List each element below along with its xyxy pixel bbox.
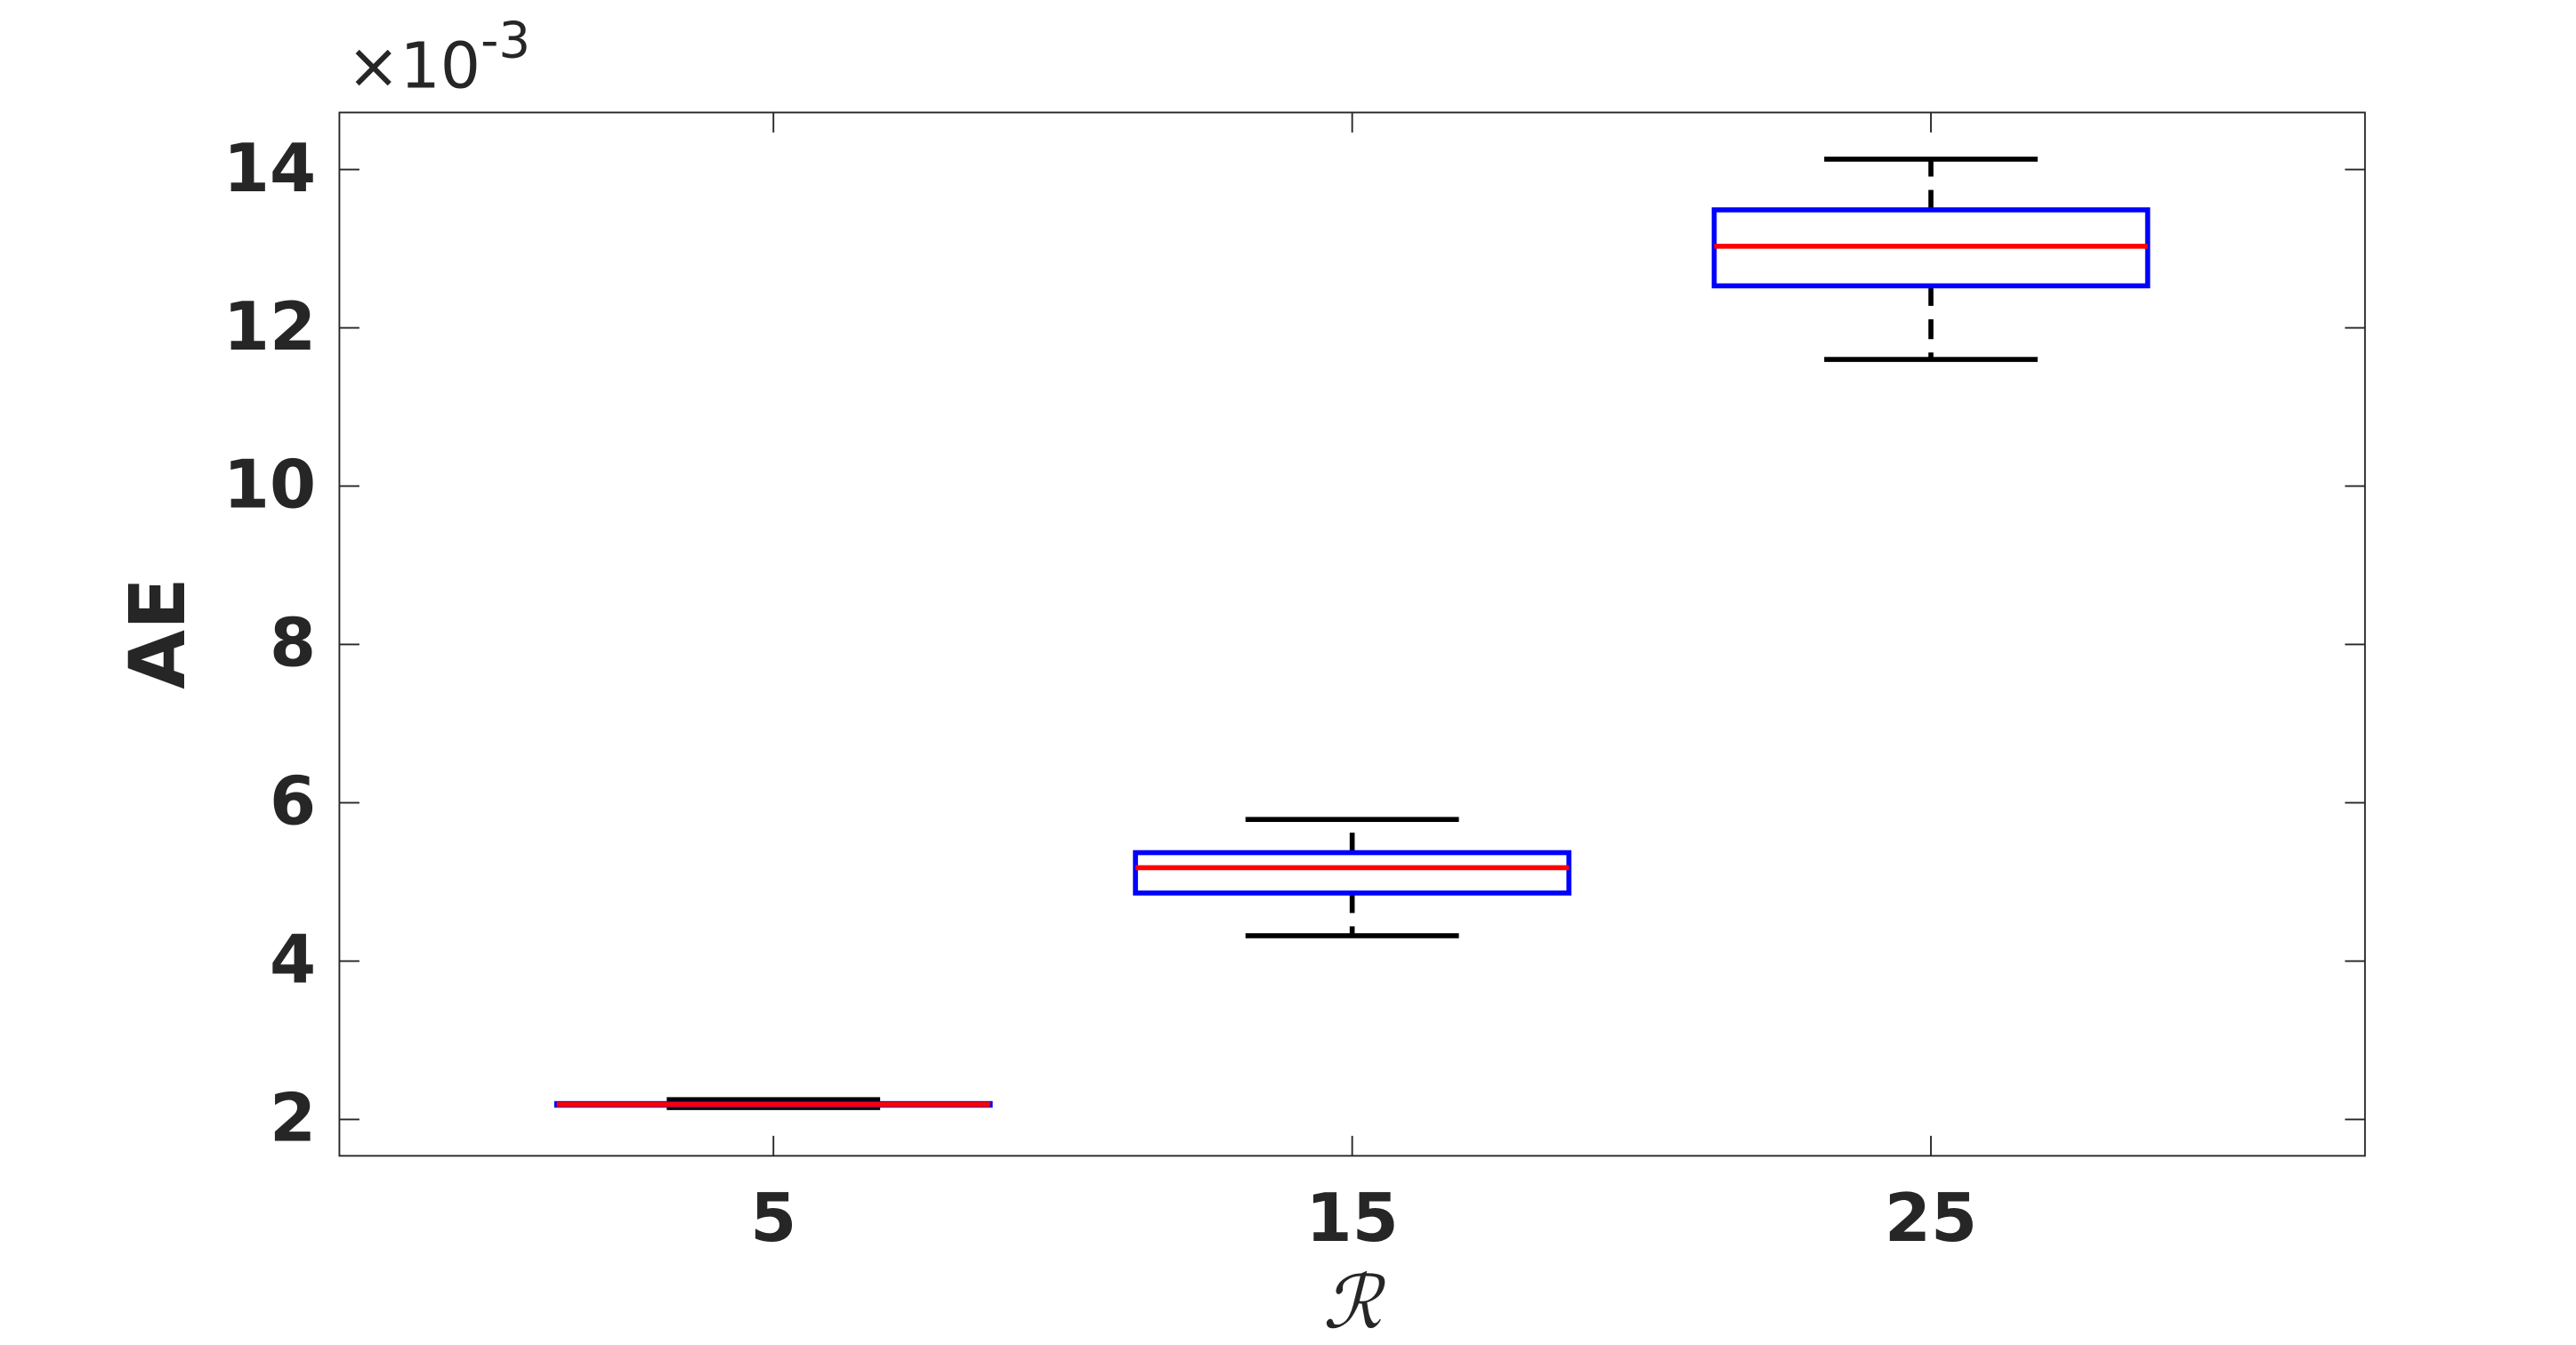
box [1133, 850, 1572, 896]
y-axis-label: AE [114, 577, 203, 689]
x-axis-label: ℛ [1323, 1260, 1386, 1345]
multiplier-base: ×10 [347, 28, 480, 102]
multiplier-exponent: -3 [480, 12, 530, 69]
x-tick-label: 15 [1305, 1179, 1398, 1257]
y-tick-label: 2 [270, 1079, 316, 1157]
y-tick-label: 10 [223, 446, 316, 524]
y-tick-label: 4 [270, 921, 316, 999]
x-tick-label: 5 [750, 1179, 796, 1257]
y-tick-label: 6 [270, 762, 316, 841]
y-tick-label: 12 [223, 287, 316, 366]
x-tick-label: 25 [1885, 1179, 1977, 1257]
y-tick-label: 14 [223, 129, 316, 207]
axis-multiplier: ×10-3 [347, 12, 530, 102]
y-tick-label: 8 [270, 604, 316, 682]
